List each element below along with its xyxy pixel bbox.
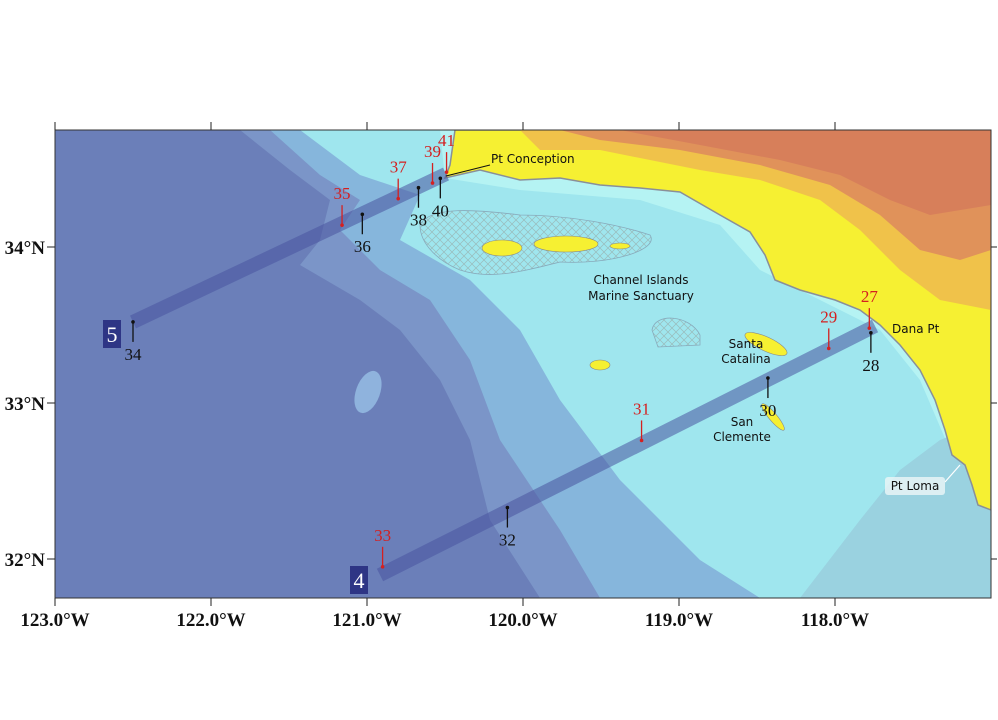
station bbox=[766, 376, 770, 380]
transect-label: 5 bbox=[107, 322, 118, 347]
station-label: 34 bbox=[125, 345, 143, 364]
station-label: 39 bbox=[424, 142, 441, 161]
station-label: 28 bbox=[862, 356, 879, 375]
y-tick-label: 33°N bbox=[5, 394, 46, 415]
station-label: 32 bbox=[499, 531, 516, 550]
station bbox=[131, 320, 135, 324]
station-label: 35 bbox=[334, 184, 351, 203]
station-label: 30 bbox=[759, 401, 776, 420]
x-tick-label: 121.0°W bbox=[332, 610, 401, 631]
transect-box bbox=[103, 320, 121, 348]
leader-line bbox=[445, 164, 491, 177]
station-label: 36 bbox=[354, 237, 371, 256]
leader-line bbox=[944, 464, 961, 483]
place-label: Catalina bbox=[721, 352, 770, 366]
label-bg bbox=[885, 477, 945, 495]
y-tick-label: 32°N bbox=[5, 550, 46, 571]
place-label: Channel Islands bbox=[593, 273, 688, 287]
x-tick-label: 118.0°W bbox=[801, 610, 869, 631]
station bbox=[867, 326, 872, 330]
transect-box bbox=[350, 566, 368, 594]
place-label: Pt Loma bbox=[891, 479, 940, 493]
station bbox=[396, 196, 401, 201]
station bbox=[444, 170, 449, 174]
x-tick-label: 119.0°W bbox=[645, 610, 713, 631]
station-label: 41 bbox=[438, 131, 455, 150]
x-tick-label: 122.0°W bbox=[176, 610, 245, 631]
station bbox=[438, 176, 443, 181]
place-label: Dana Pt bbox=[892, 322, 940, 336]
place-label: Marine Sanctuary bbox=[588, 289, 694, 303]
station-label: 27 bbox=[861, 287, 879, 306]
station-label: 38 bbox=[410, 211, 427, 230]
x-tick-label: 123.0°W bbox=[20, 610, 89, 631]
station bbox=[869, 331, 873, 335]
place-label: San bbox=[731, 415, 754, 429]
station bbox=[639, 438, 644, 443]
station-label: 31 bbox=[633, 399, 650, 418]
transect-label: 4 bbox=[354, 568, 365, 593]
station bbox=[416, 185, 421, 190]
station-label: 29 bbox=[820, 307, 837, 326]
station bbox=[430, 181, 435, 185]
station-label: 33 bbox=[374, 526, 391, 545]
station bbox=[380, 565, 385, 569]
station bbox=[340, 223, 344, 227]
place-label: Clemente bbox=[713, 430, 771, 444]
station bbox=[360, 212, 365, 217]
basemap bbox=[55, 130, 991, 598]
station bbox=[826, 346, 831, 351]
station bbox=[505, 505, 510, 510]
place-label: Santa bbox=[729, 337, 764, 351]
y-tick-label: 34°N bbox=[5, 238, 46, 259]
x-tick-label: 120.0°W bbox=[488, 610, 557, 631]
station-label: 40 bbox=[432, 201, 449, 220]
station-label: 37 bbox=[390, 158, 408, 177]
place-label: Pt Conception bbox=[491, 152, 575, 166]
